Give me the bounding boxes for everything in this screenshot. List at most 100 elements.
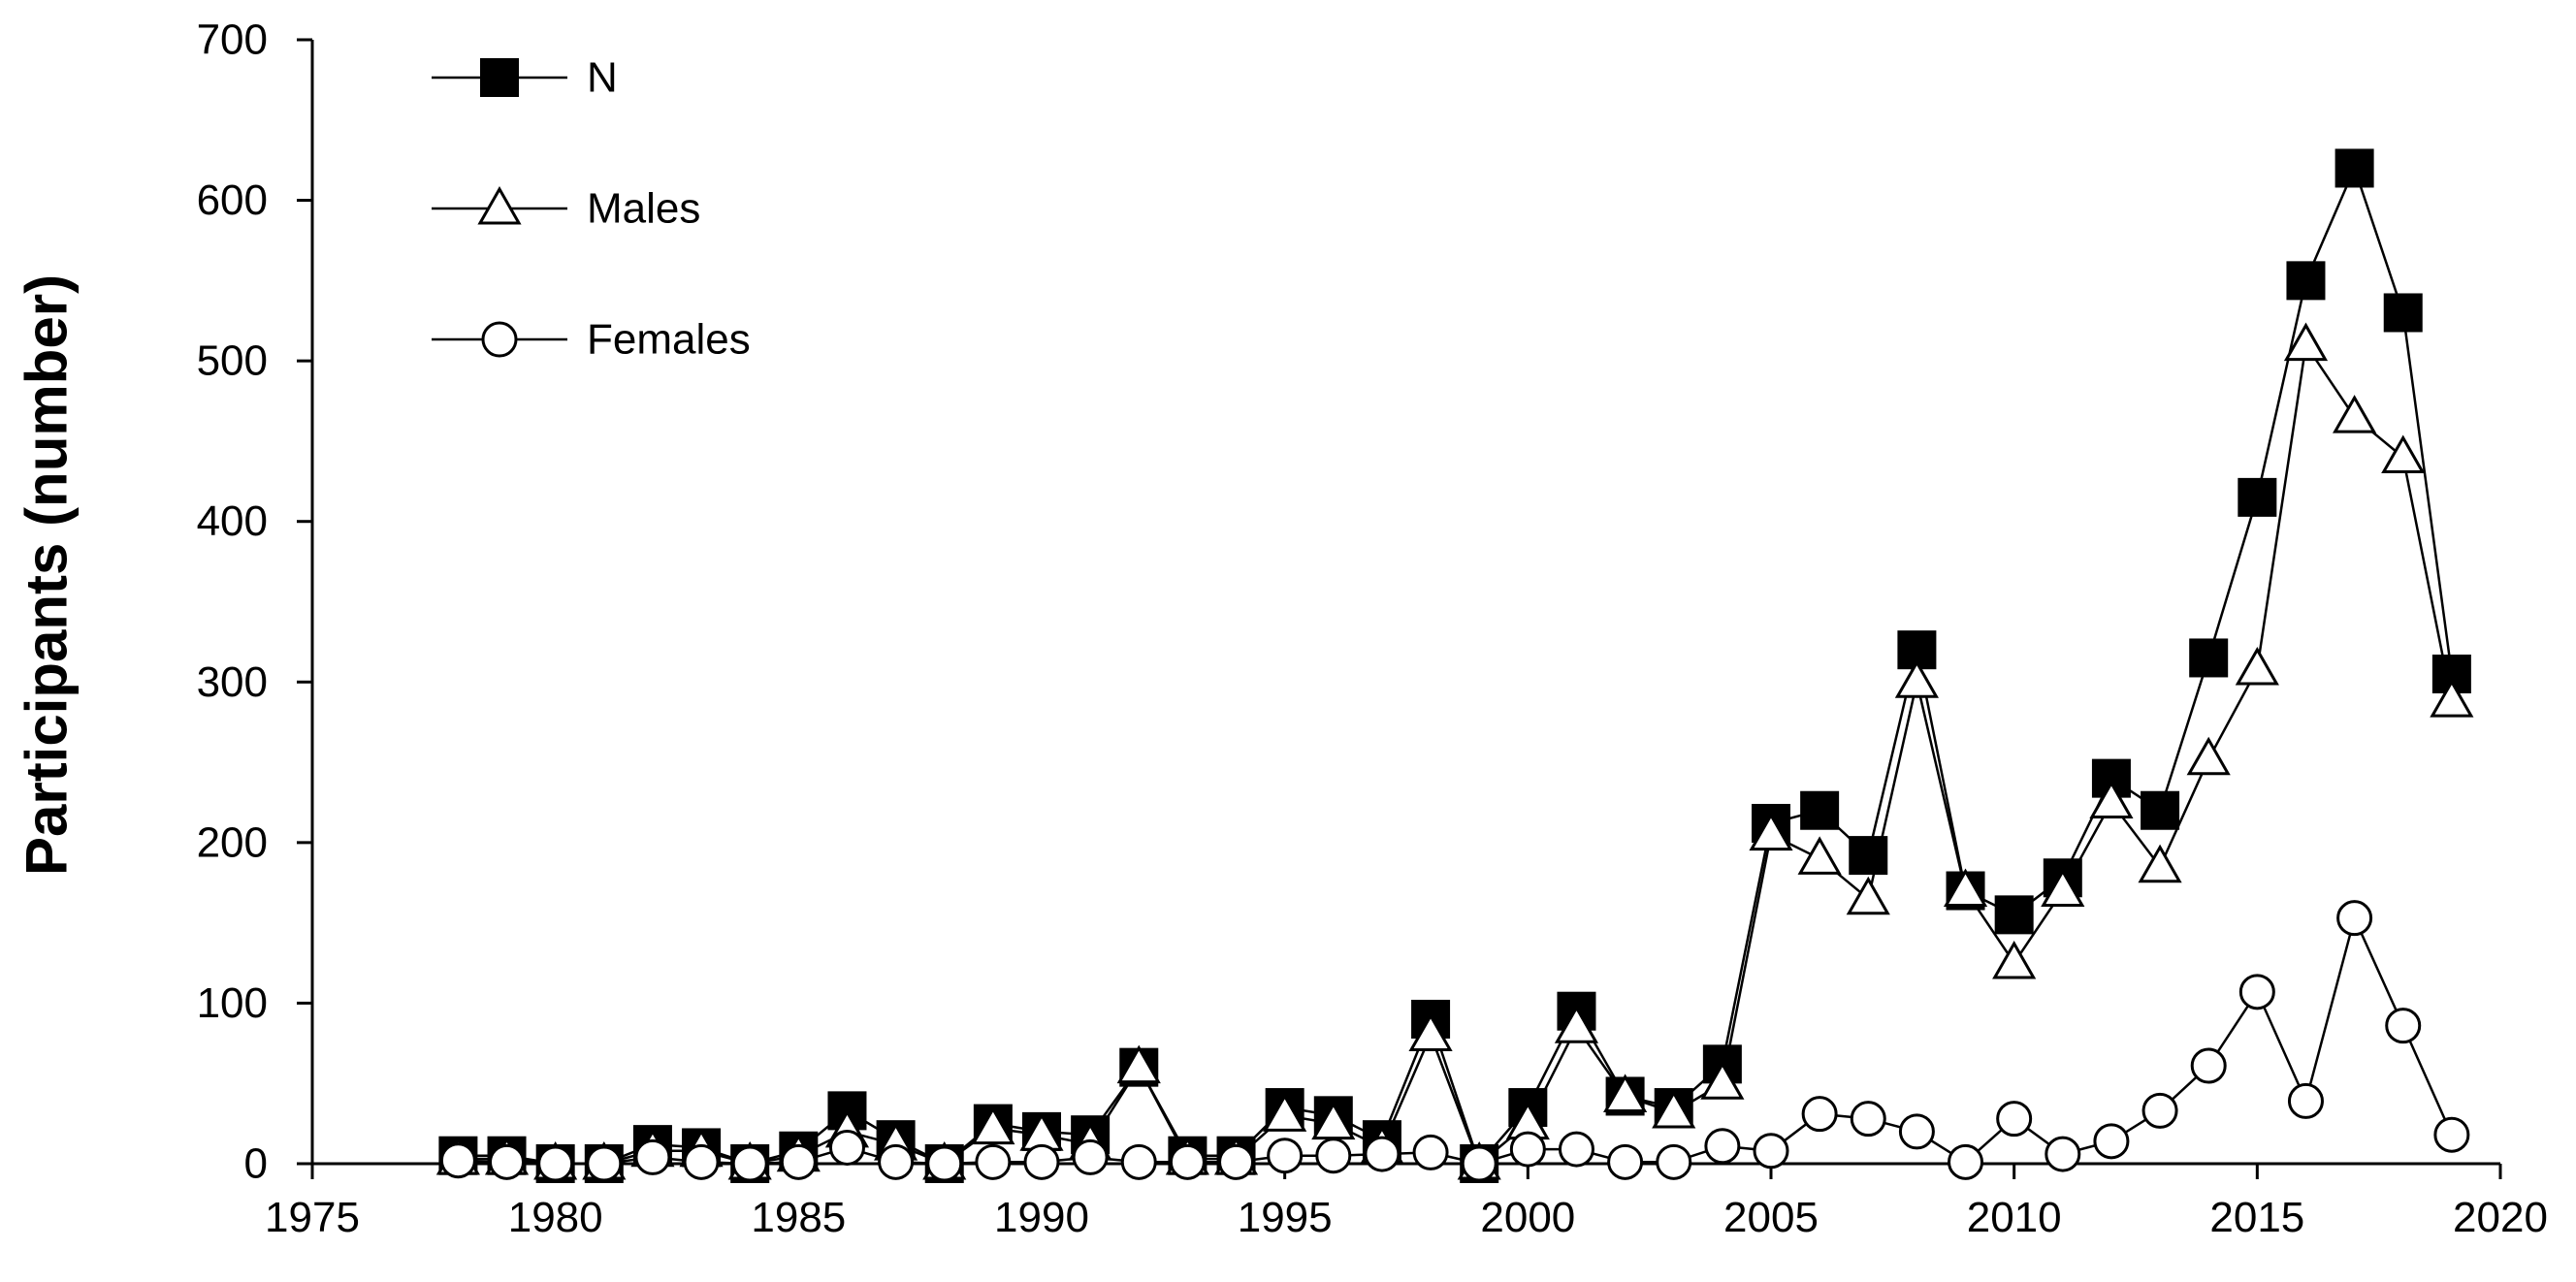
data-point-females: [1753, 1133, 1789, 1170]
x-tick-label: 2005: [1723, 1194, 1819, 1241]
x-tick-label: 2000: [1480, 1194, 1575, 1241]
data-point-males: [1700, 1061, 1745, 1100]
data-point-females: [1218, 1143, 1255, 1180]
data-point-n: [2383, 293, 2423, 333]
x-tick-label: 1985: [751, 1194, 846, 1241]
data-point-females: [1509, 1131, 1546, 1168]
data-point-females: [2093, 1123, 2130, 1160]
legend-marker-n: [480, 58, 519, 97]
data-point-females: [1704, 1128, 1741, 1165]
y-tick-label: 400: [197, 497, 268, 545]
data-point-males: [1603, 1074, 1648, 1112]
data-point-females: [1996, 1101, 2033, 1138]
x-tick-label: 1975: [265, 1194, 360, 1241]
data-point-n: [2334, 148, 2374, 188]
data-point-females: [780, 1143, 817, 1180]
data-point-females: [1412, 1134, 1449, 1170]
data-point-females: [683, 1143, 720, 1180]
y-tick-label: 200: [197, 818, 268, 866]
legend: N Males Females: [432, 54, 751, 364]
legend-marker-females: [481, 321, 518, 358]
axes: 0 100 200 300 400 500 600 700 1975 1980 1985 1990 19…: [197, 16, 2548, 1242]
data-point-females: [1267, 1138, 1304, 1174]
y-tick-label: 100: [197, 979, 268, 1027]
y-axis-title: Participants (number): [15, 274, 80, 876]
data-point-females: [2385, 1008, 2422, 1044]
data-point-females: [1656, 1143, 1692, 1180]
data-point-females: [975, 1143, 1012, 1180]
data-point-females: [1850, 1101, 1886, 1138]
data-point-males: [1797, 836, 1842, 875]
data-point-females: [537, 1145, 574, 1182]
data-point-males: [1894, 659, 1939, 698]
data-point-females: [489, 1143, 526, 1180]
data-point-females: [926, 1145, 963, 1182]
data-point-males: [2333, 395, 2377, 433]
y-tick-label: 500: [197, 337, 268, 385]
data-point-n: [2238, 477, 2277, 517]
data-point-females: [1461, 1145, 1497, 1182]
data-point-females: [2141, 1092, 2178, 1129]
data-point-males: [2041, 868, 2085, 908]
data-point-females: [1120, 1143, 1157, 1180]
data-point-males: [1652, 1089, 1696, 1129]
y-tick-label: 0: [244, 1140, 268, 1188]
series-layer: [435, 148, 2474, 1183]
y-tick-label: 700: [197, 16, 268, 64]
data-point-females: [1558, 1131, 1594, 1168]
x-tick-label: 1995: [1238, 1194, 1333, 1241]
data-point-females: [2238, 974, 2275, 1010]
data-point-females: [1023, 1143, 1060, 1180]
x-tick-label: 2010: [1967, 1194, 2062, 1241]
data-point-males: [1116, 1044, 1161, 1084]
legend-label-males: Males: [587, 185, 700, 233]
legend-label-n: N: [587, 54, 618, 102]
legend-label-females: Females: [587, 316, 751, 364]
data-point-females: [2433, 1116, 2470, 1153]
data-point-males: [971, 1106, 1015, 1145]
data-point-females: [1607, 1143, 1644, 1180]
data-point-females: [828, 1129, 865, 1166]
data-point-males: [1263, 1093, 1307, 1132]
data-point-males: [2089, 780, 2134, 818]
data-point-females: [2287, 1082, 2324, 1119]
data-point-females: [1169, 1143, 1206, 1180]
data-point-males: [1749, 812, 1793, 851]
data-point-n: [2141, 790, 2180, 830]
series-line-males: [458, 341, 2454, 1167]
data-point-males: [2235, 647, 2279, 686]
data-point-males: [1992, 941, 2037, 979]
legend-marker-males: [477, 185, 522, 225]
data-point-females: [731, 1145, 768, 1182]
data-point-males: [2381, 434, 2426, 473]
data-point-n: [2189, 638, 2229, 678]
series-n: [438, 148, 2471, 1183]
y-tick-label: 300: [197, 658, 268, 706]
data-point-females: [439, 1142, 476, 1179]
data-point-n: [1800, 790, 1840, 830]
data-point-females: [1898, 1113, 1935, 1150]
data-point-n: [1994, 895, 2034, 935]
data-point-males: [1408, 1012, 1453, 1052]
series-females: [439, 900, 2470, 1182]
data-point-females: [1948, 1143, 1984, 1180]
x-tick-label: 1990: [994, 1194, 1089, 1241]
legend-item-n: N: [432, 54, 618, 102]
data-point-males: [1846, 876, 1890, 915]
data-point-females: [1364, 1136, 1401, 1172]
data-point-n: [2286, 261, 2326, 301]
data-point-males: [2138, 844, 2182, 883]
x-tick-label: 2020: [2453, 1194, 2548, 1241]
legend-item-females: Females: [432, 316, 751, 364]
data-point-females: [878, 1143, 915, 1180]
data-point-males: [2430, 679, 2474, 718]
series-males: [435, 322, 2474, 1180]
data-point-females: [2336, 900, 2373, 937]
data-point-females: [2045, 1136, 2081, 1172]
legend-item-males: Males: [432, 185, 700, 233]
y-tick-label: 600: [197, 176, 268, 224]
data-point-females: [2190, 1047, 2227, 1084]
series-line-n: [458, 165, 2454, 1167]
data-point-males: [1943, 868, 1988, 908]
